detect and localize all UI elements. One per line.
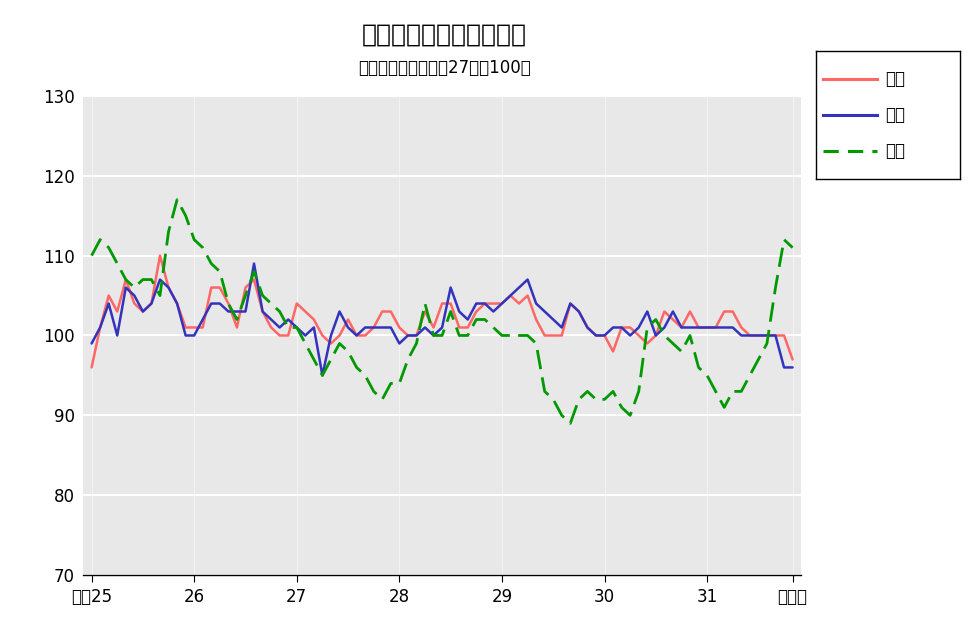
Text: （季節調整済、平成27年＝100）: （季節調整済、平成27年＝100） bbox=[359, 59, 531, 77]
Text: 出荷: 出荷 bbox=[885, 106, 906, 124]
Text: 生産: 生産 bbox=[885, 70, 906, 88]
Text: 鳥取県鉱工業指数の推移: 鳥取県鉱工業指数の推移 bbox=[362, 22, 527, 47]
Text: 在庫: 在庫 bbox=[885, 142, 906, 160]
